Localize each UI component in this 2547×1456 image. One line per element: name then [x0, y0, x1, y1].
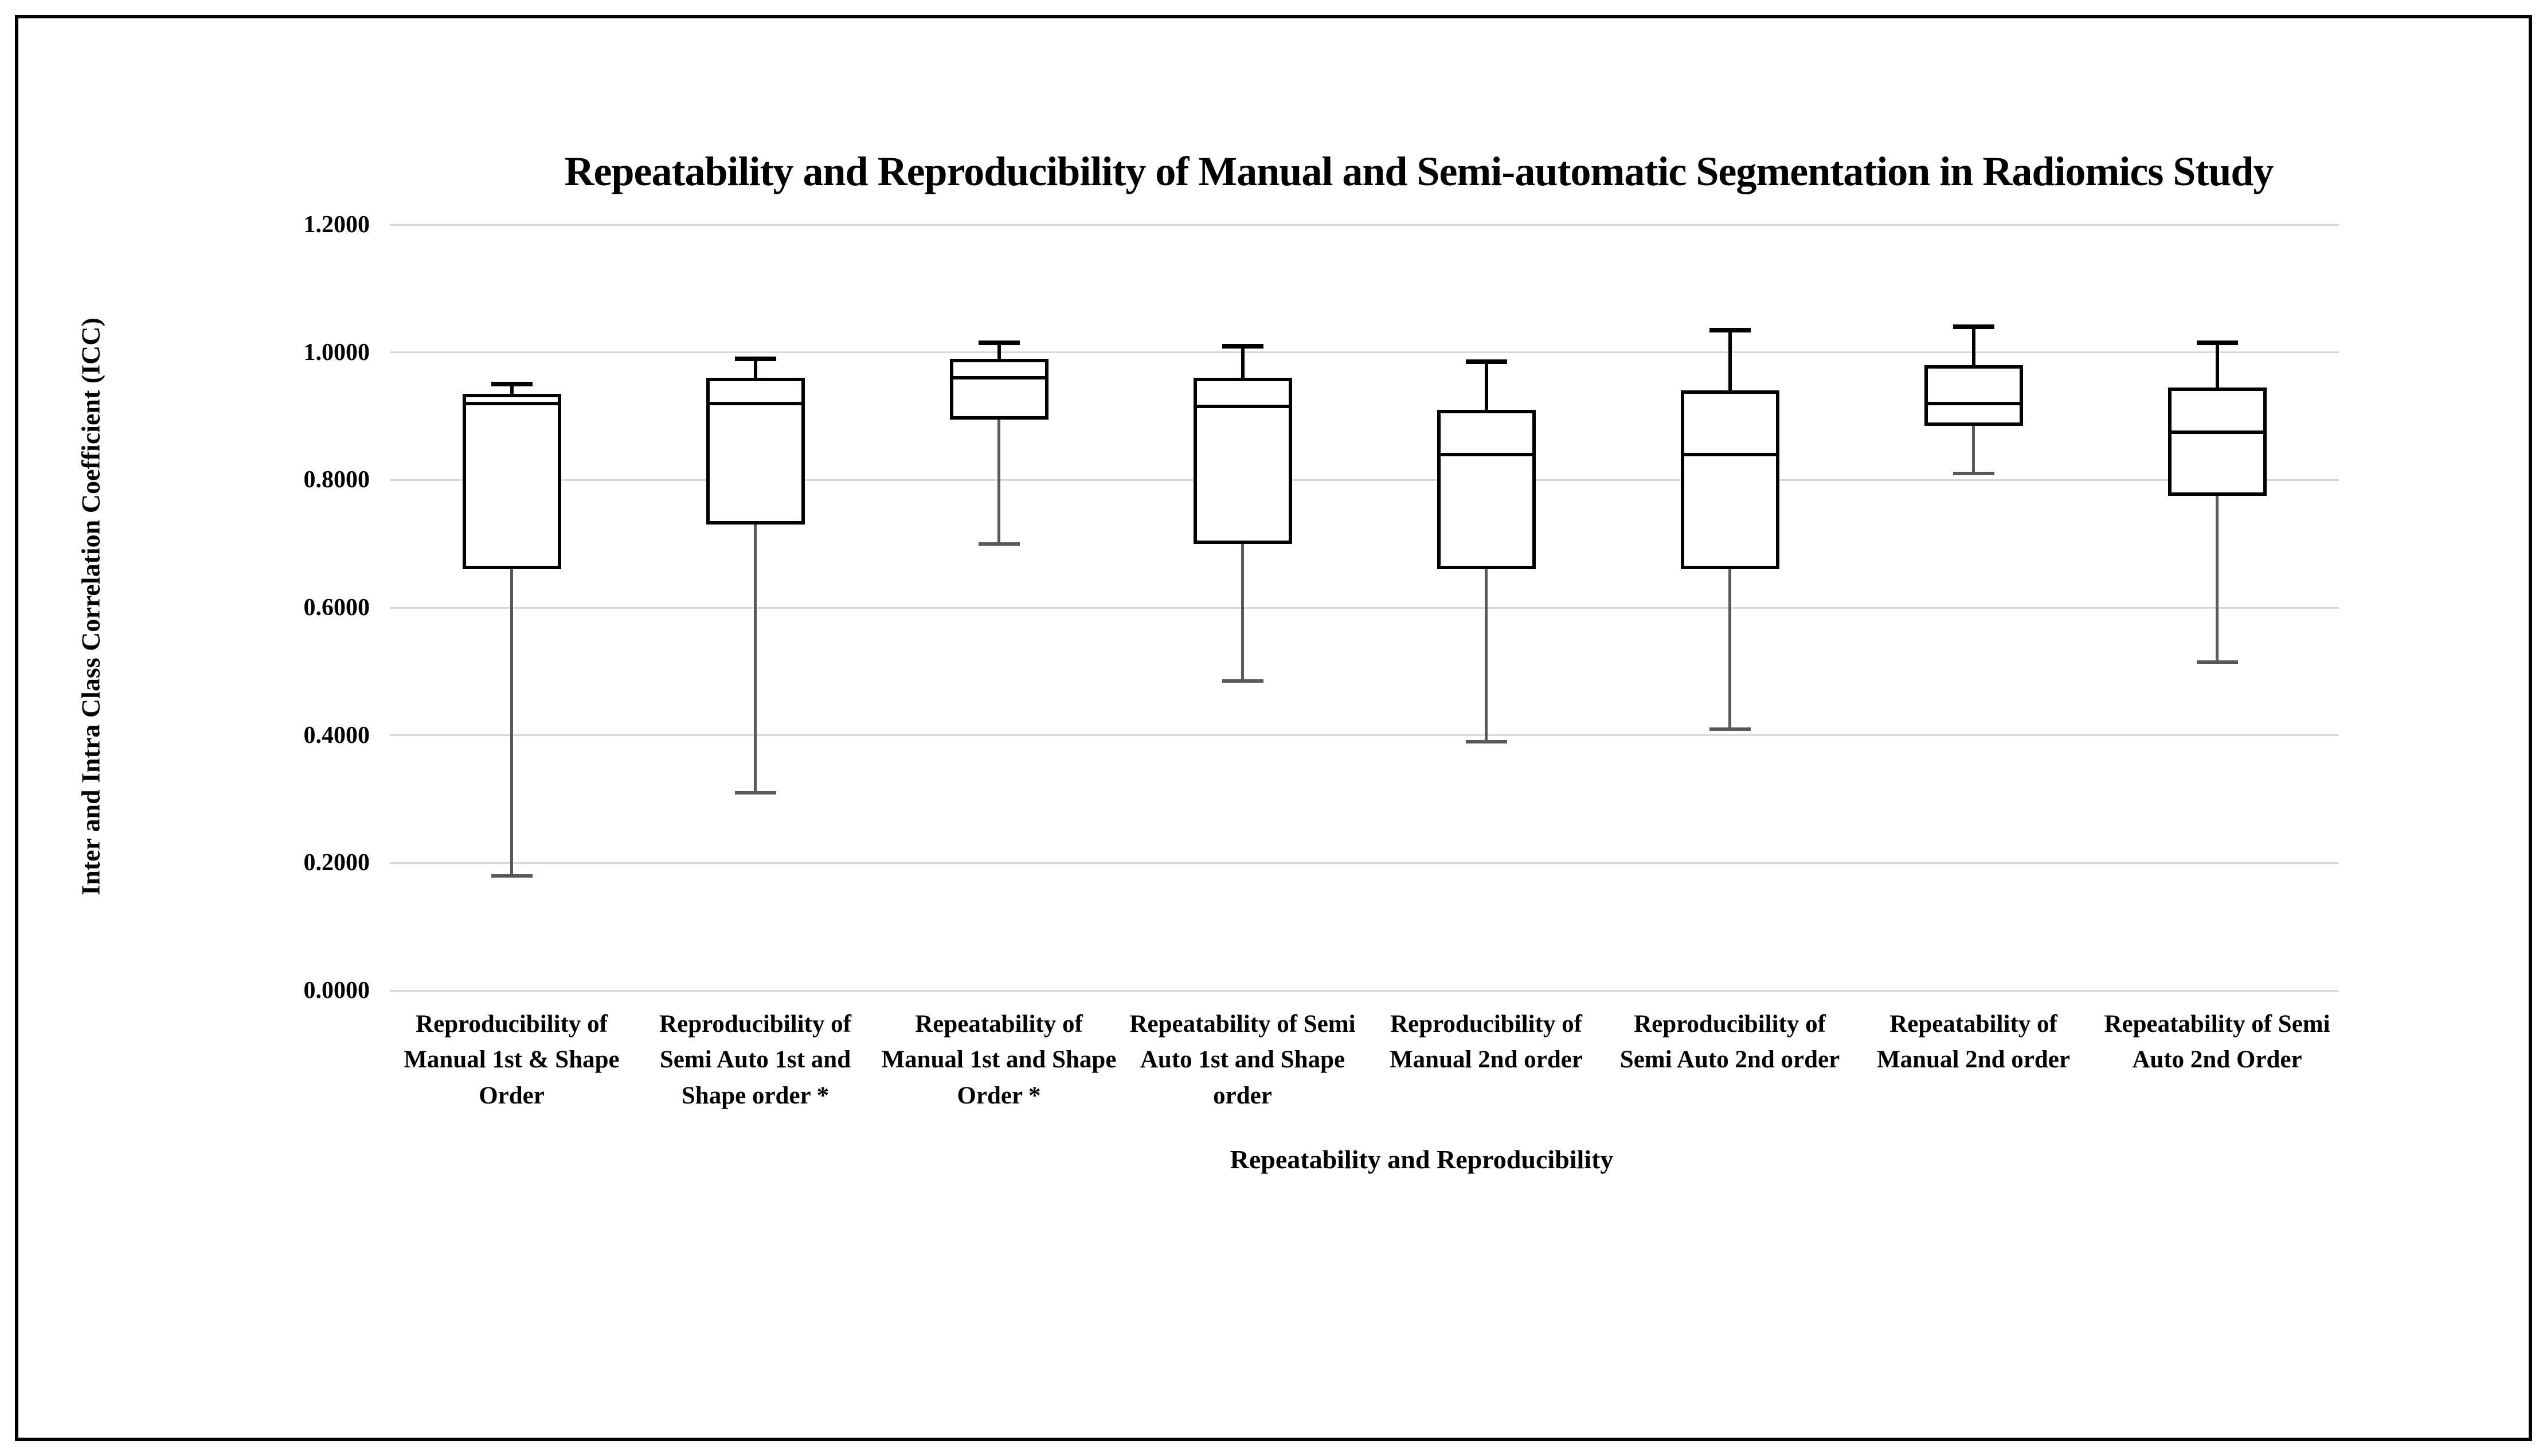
median-line [949, 376, 1048, 380]
lower-whisker-cap [1709, 727, 1751, 731]
lower-whisker-cap [491, 874, 533, 878]
y-axis-tick-label: 0.8000 [303, 467, 370, 494]
lower-whisker-stem [510, 569, 513, 876]
y-axis-tick-labels: 0.0000 0.2000 0.4000 0.6000 0.8000 1.0000 1.20… [0, 0, 370, 1456]
y-axis-tick-label: 0.4000 [303, 722, 370, 749]
lower-whisker-cap [734, 790, 776, 794]
lower-whisker-stem [754, 525, 757, 793]
upper-whisker-cap [1465, 359, 1507, 365]
y-gridline [390, 862, 2339, 864]
box-plot-box [1437, 409, 1536, 570]
median-line [1193, 405, 1292, 409]
chart-title: Repeatability and Reproducibility of Man… [564, 148, 2274, 194]
upper-whisker-cap [978, 340, 1020, 345]
lower-whisker-stem [1241, 543, 1244, 682]
y-gridline [390, 606, 2339, 609]
x-category-label: Repeatability of Semi Auto 1st and Shape… [1129, 1011, 1356, 1109]
lower-whisker-stem [997, 419, 1000, 544]
x-axis-title: Repeatability and Reproducibility [1230, 1145, 1614, 1174]
upper-whisker-cap [2196, 340, 2238, 345]
y-gridline [390, 479, 2339, 481]
x-category-label: Repeatability of Manual 2nd order [1877, 1011, 2070, 1074]
upper-whisker-stem [1971, 327, 1975, 365]
lower-whisker-stem [1972, 425, 1975, 474]
y-gridline [390, 351, 2339, 354]
y-axis-tick-label: 0.2000 [303, 850, 370, 876]
upper-whisker-cap [1222, 343, 1263, 349]
y-gridline [390, 734, 2339, 737]
y-axis-tick-label: 1.0000 [303, 339, 370, 366]
upper-whisker-stem [753, 358, 757, 378]
lower-whisker-cap [978, 542, 1020, 546]
box-plot-box [1924, 365, 2023, 426]
median-line [1437, 452, 1536, 456]
upper-whisker-stem [997, 342, 1001, 359]
lower-whisker-stem [1728, 569, 1731, 729]
median-line [1924, 401, 2023, 405]
median-line [1680, 452, 1779, 456]
lower-whisker-stem [1485, 569, 1488, 742]
box-plot-box [462, 394, 561, 570]
x-category-label: Reproducibility of Semi Auto 1st and Sha… [659, 1011, 851, 1109]
upper-whisker-stem [1484, 362, 1488, 410]
upper-whisker-stem [1241, 346, 1245, 378]
box-plot-box [1193, 378, 1292, 544]
upper-whisker-cap [734, 356, 776, 361]
upper-whisker-stem [2215, 342, 2219, 388]
lower-whisker-cap [2196, 660, 2238, 664]
x-category-label: Reproducibility of Semi Auto 2nd order [1619, 1011, 1840, 1074]
y-axis-tick-label: 1.2000 [303, 212, 370, 238]
upper-whisker-cap [1953, 324, 1994, 330]
lower-whisker-stem [2216, 496, 2219, 662]
median-line [2168, 430, 2267, 434]
lower-whisker-cap [1953, 472, 1994, 476]
x-category-label: Repeatability of Manual 1st and Shape Or… [881, 1011, 1117, 1109]
upper-whisker-stem [1728, 330, 1732, 391]
box-plot-box [1680, 390, 1779, 570]
lower-whisker-cap [1465, 739, 1507, 743]
y-axis-tick-label: 0.6000 [303, 594, 370, 621]
median-line [462, 401, 561, 405]
y-gridline [390, 989, 2339, 992]
x-category-label: Reproducibility of Manual 2nd order [1390, 1011, 1583, 1074]
lower-whisker-cap [1222, 679, 1263, 683]
upper-whisker-stem [510, 384, 514, 394]
x-category-label: Reproducibility of Manual 1st & Shape Or… [404, 1011, 620, 1109]
box-plot-box [949, 358, 1048, 420]
y-axis-tick-label: 0.0000 [303, 977, 370, 1004]
box-plot-box [706, 378, 805, 525]
upper-whisker-cap [1709, 327, 1751, 332]
upper-whisker-cap [491, 382, 533, 387]
box-plot-box [2168, 387, 2267, 496]
median-line [706, 401, 805, 405]
x-category-label: Repeatability of Semi Auto 2nd Order [2104, 1011, 2330, 1074]
y-gridline [390, 224, 2339, 226]
